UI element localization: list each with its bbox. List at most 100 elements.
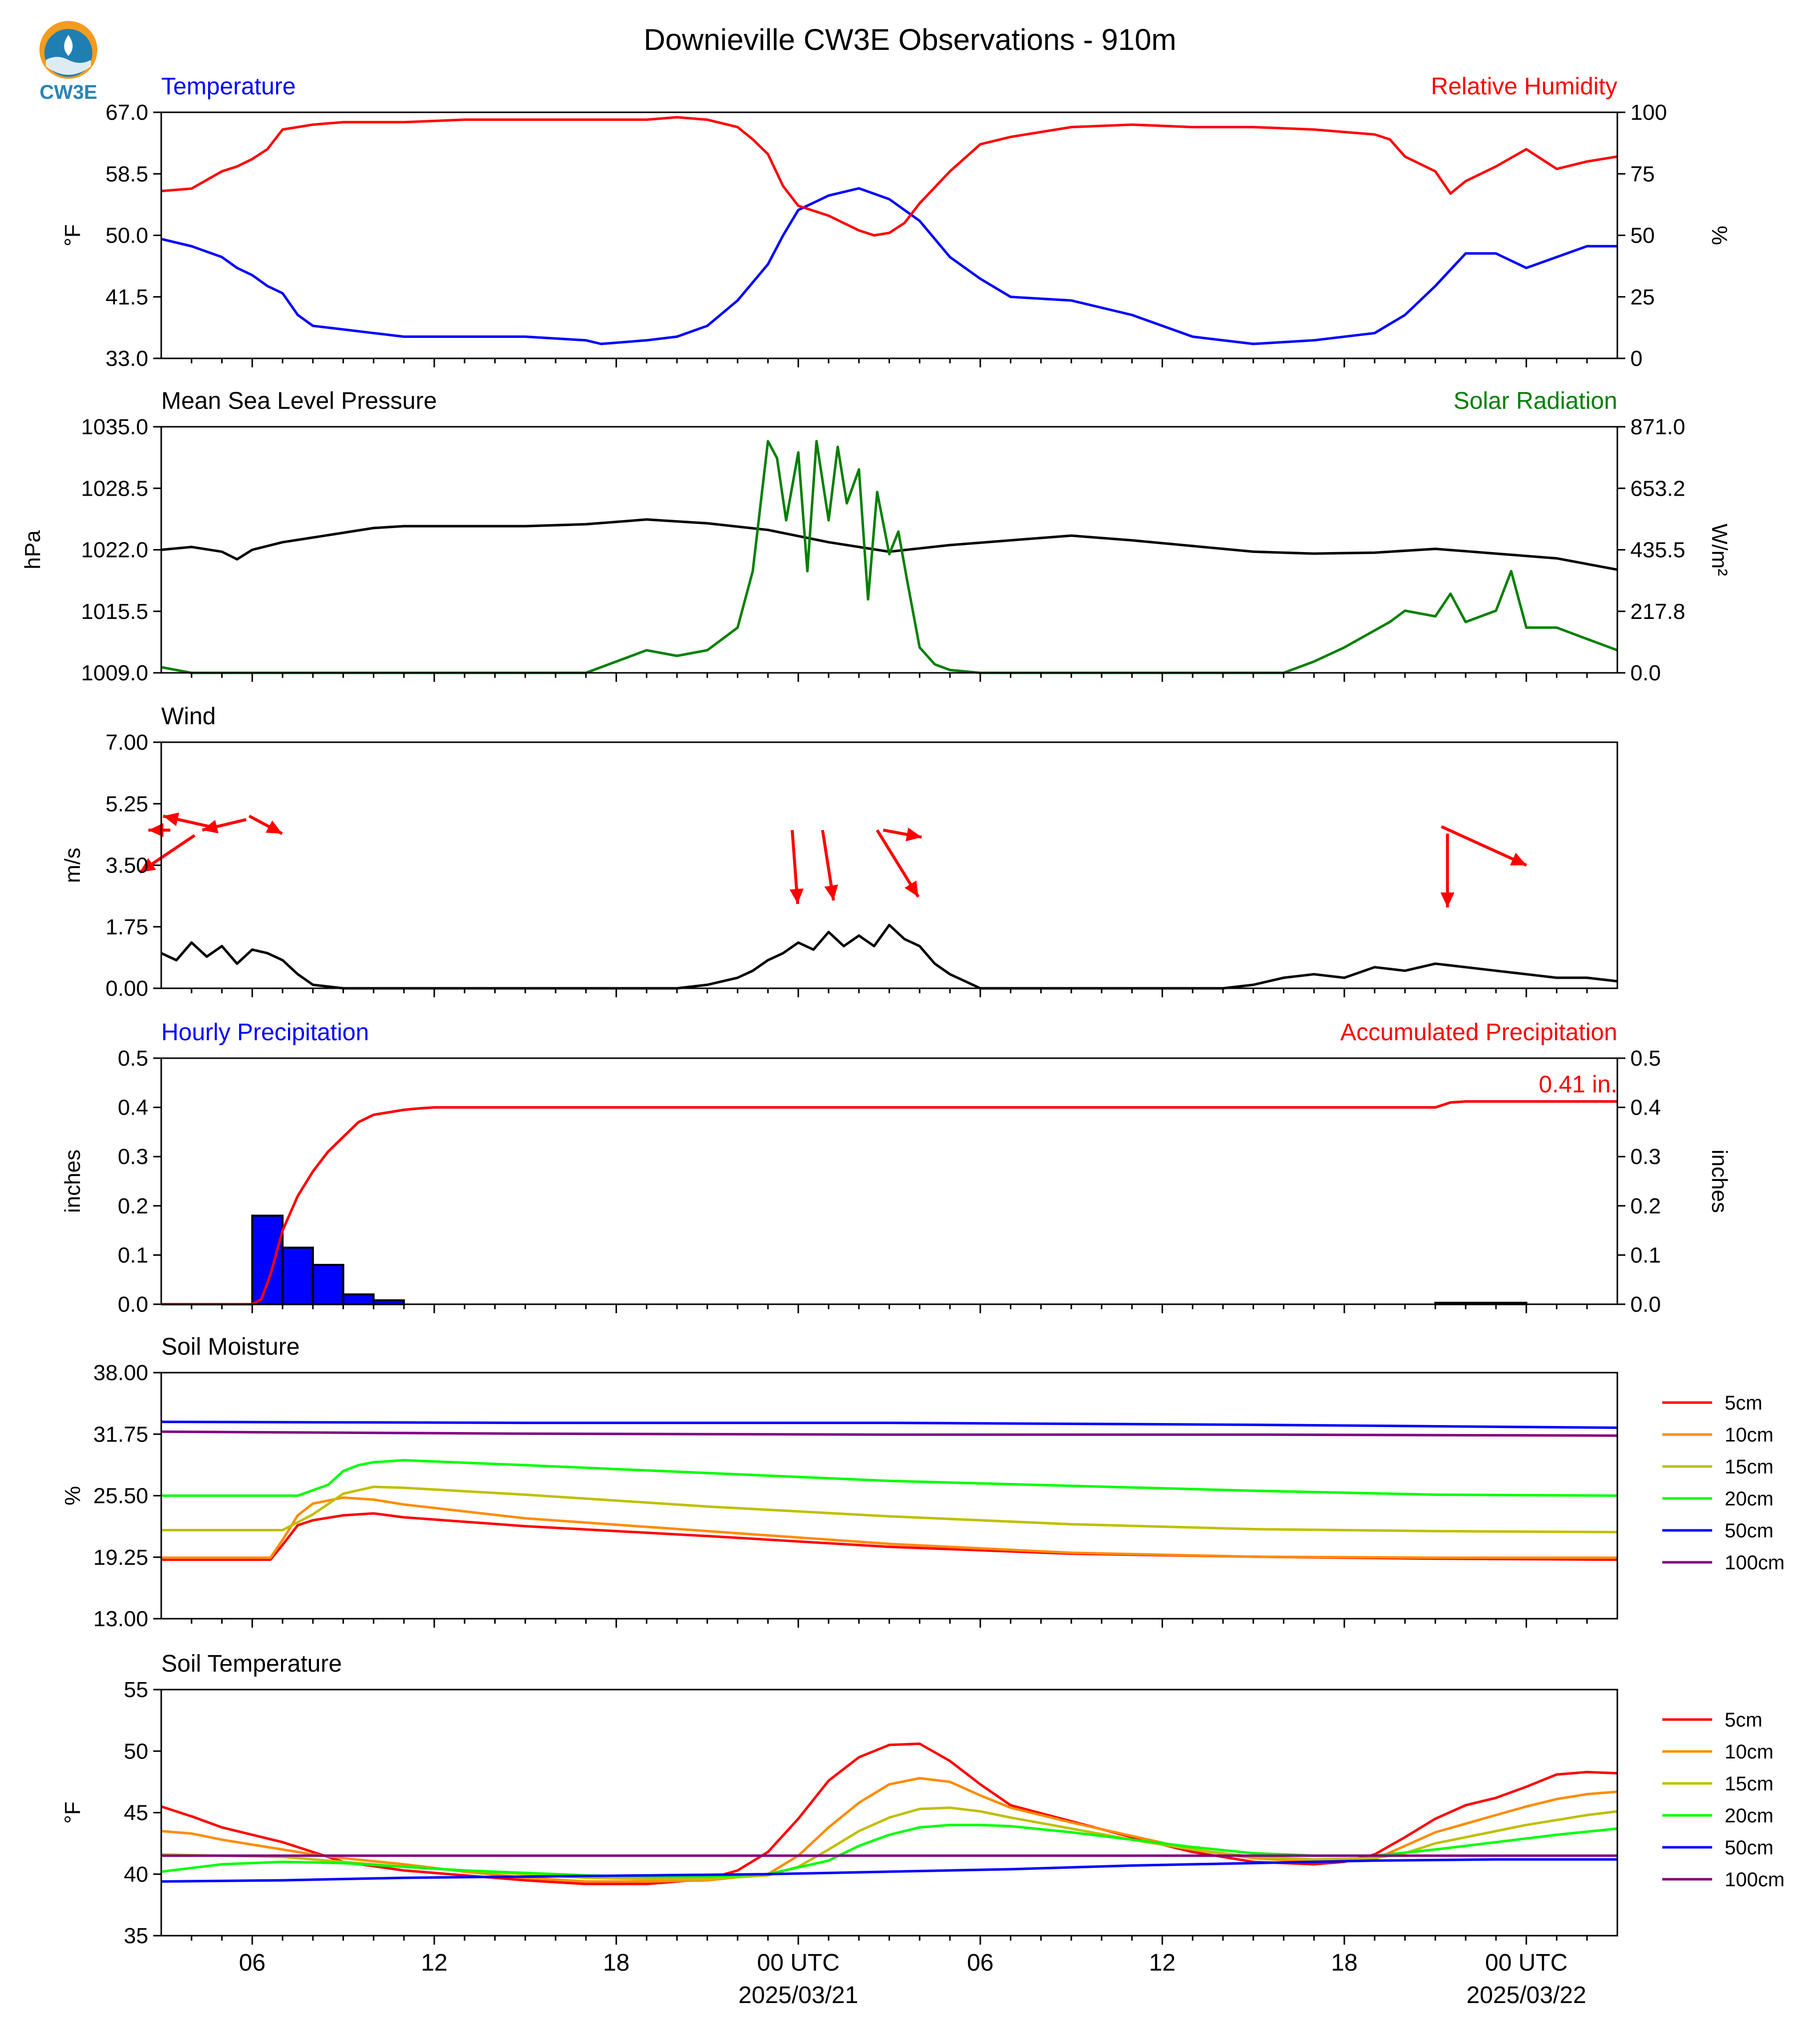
y-tick-label-left: 38.00 (93, 1361, 148, 1385)
series-line-100cm (161, 1430, 1618, 1437)
panel-soil-temperature: 55 50 45 40 35 Soil Temperature °F 5cm 10cm 15cm 2… (60, 1651, 1785, 1948)
y-tick-label-left: 1028.5 (81, 476, 148, 501)
plot-frame (160, 1372, 1618, 1620)
panels: 67.0 58.5 50.0 41.5 33.0 100 75 50 25 0 Temperatur… (20, 73, 1785, 2009)
y-axis-label-right: W/m² (1707, 524, 1732, 576)
y-tick-label-right: 0.4 (1630, 1096, 1661, 1120)
legend-label: 50cm (1725, 1837, 1774, 1859)
logo-drop (64, 35, 73, 56)
plot-frame (160, 741, 1618, 989)
legend-label: 20cm (1725, 1805, 1774, 1827)
y-axis-label-left: hPa (20, 530, 45, 570)
legend-label: 5cm (1725, 1709, 1763, 1731)
y-tick-label-right: 653.2 (1630, 476, 1685, 501)
x-tick-label: 12 (421, 1950, 447, 1976)
plot-frame (160, 1057, 1618, 1305)
y-tick-label-right: 100 (1630, 100, 1667, 125)
y-tick-label-left: 25.50 (93, 1484, 148, 1508)
wind-arrow-head (1510, 853, 1527, 866)
y-tick-label-right: 0.2 (1630, 1194, 1661, 1218)
y-tick-label-left: 0.1 (118, 1243, 148, 1267)
y-tick-label-left: 0.3 (118, 1145, 148, 1169)
panel-title-right: Accumulated Precipitation (1340, 1019, 1617, 1046)
y-tick-label-right: 217.8 (1630, 599, 1685, 624)
panel-precipitation: 0.41 in. 0.5 0.4 0.3 0.2 0.1 0.0 0.5 0.4 0.3 0.2 0.… (60, 1019, 1732, 1317)
series-line-wind (160, 923, 1618, 990)
cw3e-logo: CW3E (39, 21, 97, 103)
y-tick-label-right: 0.1 (1630, 1243, 1661, 1267)
wind-arrow-head (148, 823, 164, 838)
y-tick-label-left: 67.0 (105, 100, 148, 125)
legend-label: 15cm (1725, 1773, 1774, 1795)
accum-precip-label: 0.41 in. (1539, 1072, 1617, 1098)
y-axis-label-left: % (60, 1486, 85, 1505)
y-tick-label-right: 871.0 (1630, 415, 1685, 439)
logo-text: CW3E (39, 81, 97, 103)
y-axis-label-right: inches (1707, 1150, 1732, 1213)
y-axis-label-left: m/s (60, 848, 85, 883)
series-line-accumulated-precipitation (161, 1100, 1617, 1306)
x-tick-label: 00 UTC (757, 1950, 840, 1976)
panel-title-right: Relative Humidity (1431, 73, 1617, 100)
y-tick-label-left: 1009.0 (81, 661, 148, 685)
wind-arrow-head (139, 858, 156, 872)
x-tick-label: 00 UTC (1485, 1950, 1567, 1976)
x-date-label: 2025/03/22 (1467, 1982, 1586, 2009)
panel-title-left: Mean Sea Level Pressure (161, 388, 437, 414)
x-tick-label: 06 (967, 1950, 993, 1976)
panel-temperature-humidity: 67.0 58.5 50.0 41.5 33.0 100 75 50 25 0 Temperatur… (60, 73, 1732, 371)
legend-label: 100cm (1725, 1552, 1785, 1574)
series-line-5cm (161, 1512, 1618, 1561)
y-tick-label-left: 50 (124, 1739, 148, 1763)
y-tick-label-left: 0.2 (118, 1194, 148, 1218)
precip-bar (342, 1293, 375, 1306)
y-tick-label-left: 58.5 (105, 162, 148, 186)
panel-pressure-solar: 1035.0 1028.5 1022.0 1015.5 1009.0 871.0 653.2… (20, 388, 1732, 685)
precip-bar (251, 1214, 284, 1306)
x-date-label: 2025/03/21 (738, 1982, 858, 2009)
wind-arrow-head (202, 820, 219, 834)
y-tick-label-left: 35 (124, 1924, 148, 1948)
wind-arrow-head (163, 812, 180, 827)
y-tick-label-right: 435.5 (1630, 538, 1685, 563)
series-line-10cm (161, 1496, 1617, 1559)
series-line-mean-sea-level-pressure (161, 518, 1618, 571)
plot-frame (160, 1689, 1618, 1937)
y-tick-label-left: 5.25 (105, 792, 148, 816)
panel-title-left: Wind (161, 703, 216, 730)
y-tick-label-right: 75 (1630, 162, 1655, 186)
y-tick-label-right: 0 (1630, 346, 1642, 371)
y-tick-label-left: 13.00 (93, 1607, 148, 1631)
y-tick-label-left: 1022.0 (81, 538, 148, 563)
y-tick-label-left: 1015.5 (81, 599, 148, 624)
accum-precip-line (161, 1100, 1617, 1306)
y-tick-label-left: 45 (124, 1801, 148, 1825)
y-tick-label-right: 0.3 (1630, 1145, 1661, 1169)
wind-arrow-head (905, 880, 918, 897)
y-tick-label-left: 0.4 (118, 1096, 148, 1120)
y-tick-label-left: 3.50 (105, 854, 148, 878)
y-tick-label-left: 1035.0 (81, 415, 148, 439)
legend-label: 20cm (1725, 1488, 1774, 1510)
y-tick-label-left: 31.75 (93, 1422, 148, 1447)
panel-title-left: Temperature (161, 73, 296, 100)
legend-label: 10cm (1725, 1741, 1774, 1763)
legend-label: 15cm (1725, 1456, 1774, 1478)
legend-label: 50cm (1725, 1520, 1774, 1542)
series-line-relative-humidity (161, 116, 1618, 237)
legend-label: 10cm (1725, 1424, 1774, 1446)
series-line-15cm (161, 1485, 1618, 1533)
panel-wind: 7.00 5.25 3.50 1.75 0.00 Wind m/s (60, 703, 1618, 1001)
series-line-temperature (161, 187, 1617, 345)
y-tick-label-left: 41.5 (105, 285, 148, 309)
wind-arrow-head (266, 820, 283, 834)
series-line-50cm (161, 1858, 1617, 1883)
y-axis-label-left: °F (60, 1801, 85, 1823)
y-tick-label-left: 50.0 (105, 224, 148, 248)
series-line-20cm (161, 1459, 1618, 1497)
y-tick-label-left: 33.0 (105, 346, 148, 371)
y-axis-label-left: °F (60, 224, 85, 246)
y-tick-label-left: 40 (124, 1862, 148, 1887)
panel-title-left: Hourly Precipitation (161, 1019, 369, 1046)
